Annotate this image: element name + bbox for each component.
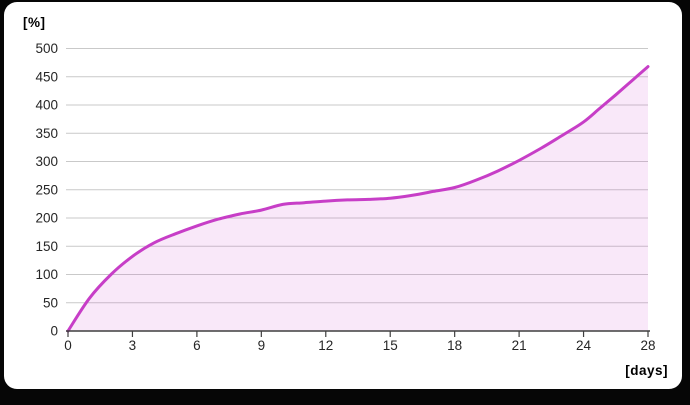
- y-axis-unit-label: [%]: [23, 15, 46, 30]
- x-tick-label: 15: [383, 338, 398, 353]
- y-tick-label: 100: [35, 267, 58, 282]
- x-tick-label: 18: [447, 338, 462, 353]
- x-axis-unit-label: [days]: [625, 363, 668, 378]
- x-tick-label: 12: [318, 338, 333, 353]
- x-tick-label: 28: [640, 338, 655, 353]
- chart-card: [4, 2, 682, 389]
- plot-layer: 0 3 6 9 12 15 18 21 24 28 0 50 100 150 200 250 300 350 400…: [35, 41, 655, 353]
- y-tick-label: 0: [50, 324, 58, 339]
- x-tick-label: 24: [576, 338, 592, 353]
- y-tick-label: 250: [35, 182, 58, 197]
- x-tick-label: 9: [258, 338, 266, 353]
- y-tick-label: 200: [35, 211, 58, 226]
- y-tick-label: 300: [35, 154, 58, 169]
- y-tick-label: 350: [35, 126, 58, 141]
- y-tick-label: 500: [35, 41, 58, 56]
- x-tick-label: 0: [64, 338, 72, 353]
- x-tick-label: 21: [512, 338, 527, 353]
- series-line: [66, 65, 650, 333]
- y-tick-label: 50: [43, 295, 58, 310]
- series-area: [68, 66, 648, 331]
- y-tick-label: 150: [35, 239, 58, 254]
- x-tick-label: 6: [193, 338, 201, 353]
- y-tick-label: 400: [35, 98, 58, 113]
- y-tick-label: 450: [35, 69, 58, 84]
- x-tick-label: 3: [129, 338, 137, 353]
